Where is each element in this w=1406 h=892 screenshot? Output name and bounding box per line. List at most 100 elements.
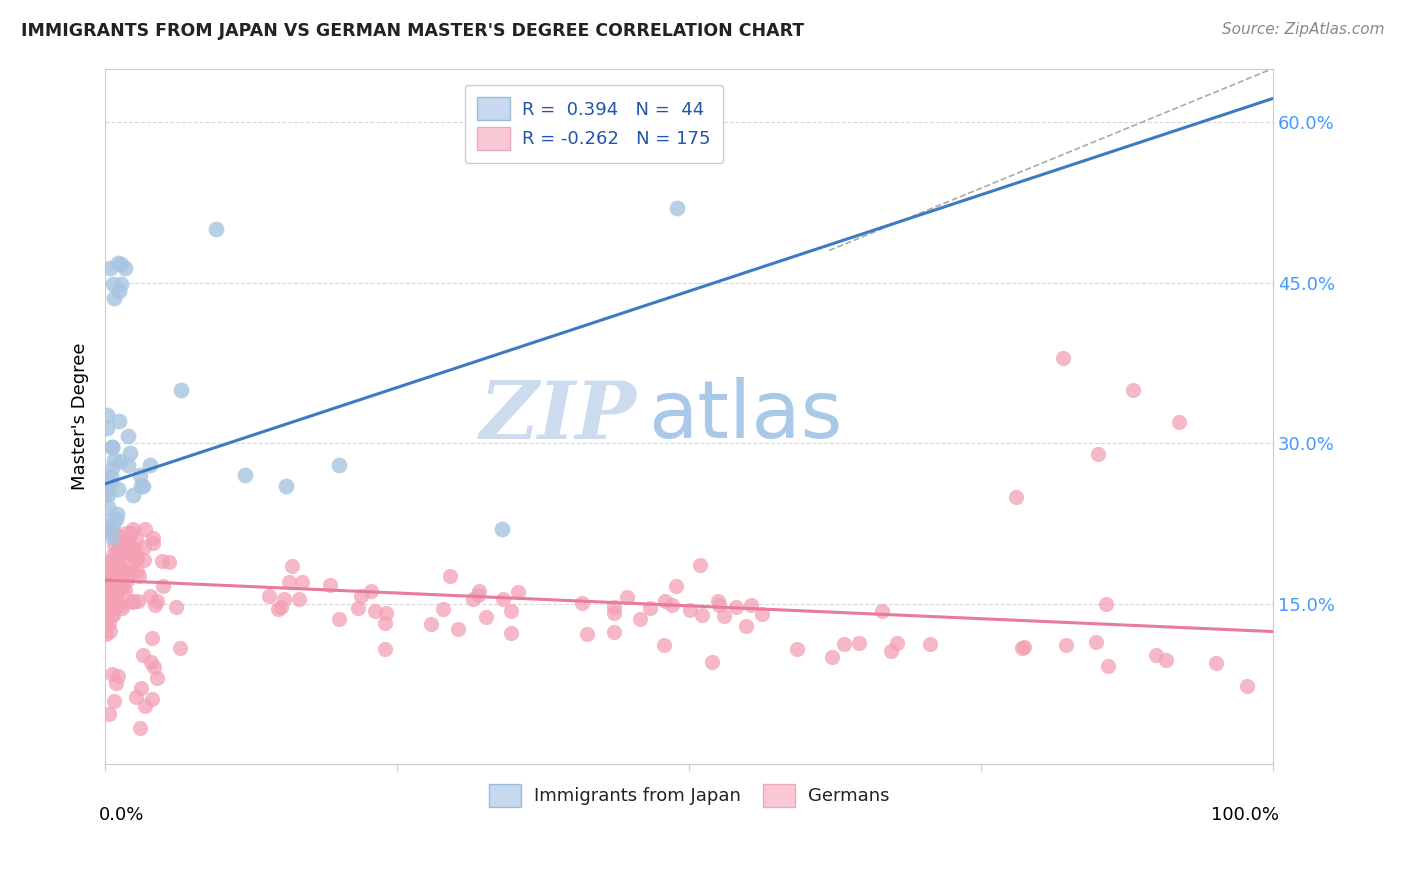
Point xyxy=(121,595,143,609)
Point xyxy=(110,277,132,291)
Point xyxy=(142,536,165,550)
Point xyxy=(100,440,122,454)
Point xyxy=(101,516,124,531)
Point xyxy=(104,581,127,595)
Point xyxy=(97,514,120,528)
Point xyxy=(467,583,489,598)
Text: 100.0%: 100.0% xyxy=(1211,806,1278,824)
Point xyxy=(128,568,150,582)
Point xyxy=(1168,415,1191,429)
Point xyxy=(117,458,139,472)
Point xyxy=(491,522,513,536)
Point xyxy=(121,594,143,608)
Point xyxy=(101,667,124,681)
Point xyxy=(117,531,139,545)
Point xyxy=(114,538,136,552)
Point xyxy=(107,483,129,497)
Point xyxy=(152,554,174,568)
Point xyxy=(98,524,121,538)
Point xyxy=(786,642,808,657)
Point xyxy=(169,641,191,656)
Point xyxy=(257,589,280,603)
Point xyxy=(108,414,131,428)
Point xyxy=(709,598,731,612)
Point xyxy=(96,408,118,422)
Point xyxy=(447,622,470,636)
Point xyxy=(157,555,180,569)
Point xyxy=(506,585,529,599)
Point xyxy=(127,564,149,578)
Point xyxy=(103,538,125,552)
Point xyxy=(121,522,143,536)
Point xyxy=(129,681,152,695)
Text: ZIP: ZIP xyxy=(479,377,637,455)
Point xyxy=(690,608,713,623)
Point xyxy=(735,619,758,633)
Point xyxy=(97,500,120,515)
Point xyxy=(1236,679,1258,693)
Point xyxy=(880,644,903,658)
Legend: Immigrants from Japan, Germans: Immigrants from Japan, Germans xyxy=(482,777,897,814)
Point xyxy=(129,721,152,735)
Point xyxy=(110,454,132,468)
Point xyxy=(108,284,131,298)
Point xyxy=(111,601,134,615)
Point xyxy=(287,592,309,607)
Point xyxy=(603,599,626,614)
Point xyxy=(132,648,155,662)
Point xyxy=(124,547,146,561)
Point xyxy=(267,602,290,616)
Point xyxy=(1011,640,1033,655)
Point xyxy=(273,591,295,606)
Point xyxy=(104,554,127,568)
Point xyxy=(104,512,127,526)
Point xyxy=(114,260,136,275)
Point xyxy=(233,468,256,483)
Point xyxy=(103,453,125,467)
Point xyxy=(475,610,498,624)
Point xyxy=(120,546,142,560)
Point xyxy=(666,201,689,215)
Point xyxy=(142,531,165,545)
Point xyxy=(131,479,153,493)
Point xyxy=(665,579,688,593)
Point xyxy=(689,558,711,573)
Point xyxy=(1085,635,1108,649)
Point xyxy=(101,607,124,622)
Text: IMMIGRANTS FROM JAPAN VS GERMAN MASTER'S DEGREE CORRELATION CHART: IMMIGRANTS FROM JAPAN VS GERMAN MASTER'S… xyxy=(21,22,804,40)
Point xyxy=(96,603,118,617)
Point xyxy=(96,575,118,590)
Point xyxy=(125,552,148,566)
Point xyxy=(97,616,120,631)
Point xyxy=(110,256,132,270)
Point xyxy=(374,642,396,657)
Point xyxy=(492,592,515,607)
Point xyxy=(100,522,122,536)
Point xyxy=(125,690,148,705)
Point xyxy=(328,458,350,472)
Point xyxy=(94,604,117,618)
Point xyxy=(101,461,124,475)
Point xyxy=(143,598,166,612)
Text: 0.0%: 0.0% xyxy=(100,806,145,824)
Point xyxy=(138,458,160,472)
Point xyxy=(100,586,122,600)
Point xyxy=(872,604,894,618)
Point xyxy=(134,540,156,554)
Point xyxy=(105,569,128,583)
Point xyxy=(107,669,129,683)
Point xyxy=(104,554,127,568)
Point xyxy=(1095,598,1118,612)
Point xyxy=(654,638,676,652)
Point xyxy=(108,533,131,548)
Point xyxy=(821,650,844,665)
Point xyxy=(700,655,723,669)
Point xyxy=(318,578,340,592)
Point xyxy=(1144,648,1167,662)
Point xyxy=(121,566,143,580)
Point xyxy=(104,528,127,542)
Point xyxy=(105,585,128,599)
Point xyxy=(713,609,735,624)
Point xyxy=(134,698,156,713)
Point xyxy=(100,584,122,599)
